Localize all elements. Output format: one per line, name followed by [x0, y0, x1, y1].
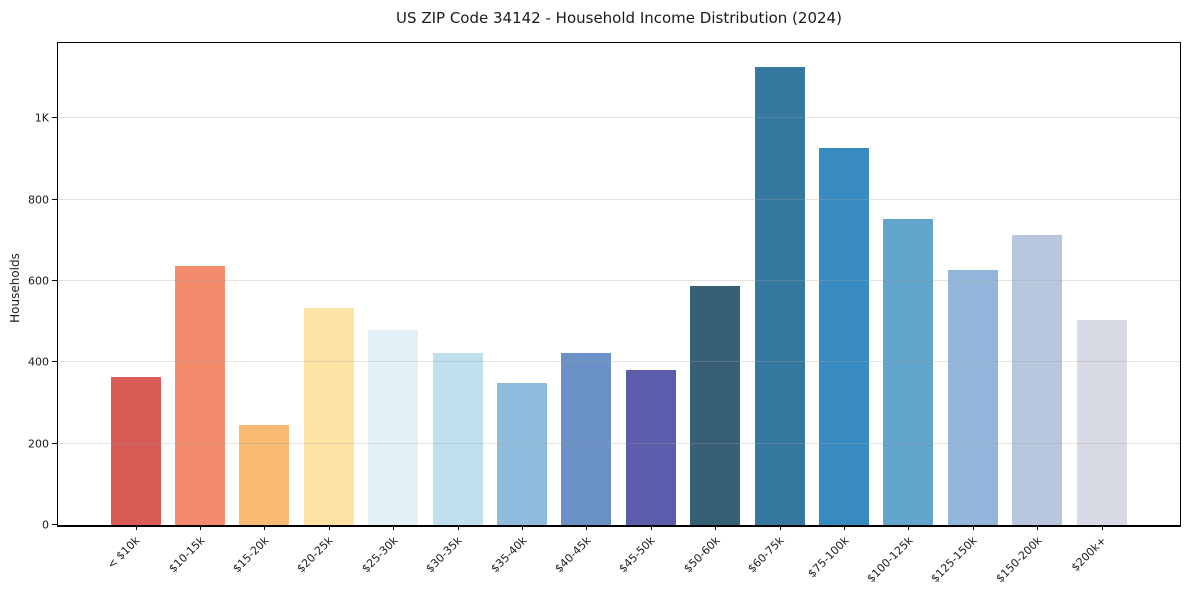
gridline-200	[58, 442, 1180, 444]
x-tick-mark	[972, 525, 974, 530]
x-tick-mark	[843, 525, 845, 530]
x-tick-mark	[779, 525, 781, 530]
y-tick-label: 200	[28, 437, 49, 451]
x-tick-mark	[908, 525, 910, 530]
gridline-800	[58, 198, 1180, 200]
bar-200k	[1076, 320, 1127, 525]
y-axis-label-text: Households	[8, 253, 22, 323]
x-tick-label-10-15k: $10-15k	[165, 534, 208, 576]
x-tick-label-150-200k: $150-200k	[993, 534, 1045, 586]
x-tick-mark	[135, 525, 137, 530]
bar-10-15k	[174, 265, 225, 525]
bar-40-45k	[561, 353, 612, 525]
bar-75-100k	[818, 147, 869, 525]
y-tick-label: 400	[28, 355, 49, 369]
y-tick-mark	[52, 524, 57, 525]
y-tick-mark	[52, 361, 57, 363]
bar-10k	[110, 377, 161, 525]
y-tick-label: 1K	[34, 111, 49, 125]
x-tick-label-30-35k: $30-35k	[423, 534, 465, 576]
x-tick-mark	[393, 525, 395, 530]
bar-30-35k	[432, 353, 483, 525]
bar-60-75k	[754, 67, 805, 525]
y-tick-mark	[52, 442, 57, 444]
gridline-400	[58, 361, 1180, 363]
x-tick-mark	[521, 525, 523, 530]
x-tick-label-100-125k: $100-125k	[864, 534, 916, 586]
x-tick-mark	[328, 525, 330, 530]
x-tick-mark	[264, 525, 266, 530]
y-tick-mark	[52, 279, 57, 281]
bar-100-125k	[883, 219, 934, 525]
x-tick-label-45-50k: $45-50k	[616, 534, 658, 576]
x-tick-label-10k: < $10k	[105, 534, 143, 572]
x-tick-label-35-40k: $35-40k	[487, 534, 530, 576]
x-tick-mark	[1037, 525, 1039, 530]
x-tick-label-75-100k: $75-100k	[804, 534, 852, 581]
bar-150-200k	[1012, 235, 1063, 525]
y-tick-label: 800	[28, 193, 49, 207]
bar-20-25k	[303, 307, 354, 525]
bar-45-50k	[625, 369, 676, 525]
x-tick-mark	[586, 525, 588, 530]
plot-area: 0 200 400 600 800 1K < $10k $10-15k $15-20k $20-2…	[28, 42, 1181, 585]
x-tick-label-25-30k: $25-30k	[359, 534, 401, 576]
bar-50-60k	[690, 285, 741, 525]
bar-125-150k	[947, 269, 998, 525]
x-tick-label-60-75k: $60-75k	[745, 534, 787, 576]
y-tick-label: 0	[42, 518, 49, 532]
x-tick-mark	[650, 525, 652, 530]
x-tick-mark	[199, 525, 201, 530]
x-tick-mark	[715, 525, 717, 530]
bar-25-30k	[368, 330, 419, 525]
x-tick-mark	[457, 525, 459, 530]
x-tick-label-20-25k: $20-25k	[294, 534, 336, 576]
y-tick-mark	[52, 117, 57, 119]
x-tick-label-40-45k: $40-45k	[552, 534, 594, 576]
y-tick-mark	[52, 198, 57, 200]
x-tick-label-200k: $200k+	[1068, 534, 1109, 575]
bar-35-40k	[496, 383, 547, 525]
bar-15-20k	[239, 424, 290, 525]
x-tick-label-125-150k: $125-150k	[928, 534, 980, 586]
gridline-1k	[58, 117, 1180, 119]
x-tick-label-50-60k: $50-60k	[681, 534, 723, 576]
x-tick-mark	[1101, 525, 1103, 530]
x-tick-label-15-20k: $15-20k	[230, 534, 272, 576]
chart-title: US ZIP Code 34142 - Household Income Dis…	[396, 9, 842, 27]
gridline-600	[58, 279, 1180, 281]
y-tick-label: 600	[28, 274, 49, 288]
